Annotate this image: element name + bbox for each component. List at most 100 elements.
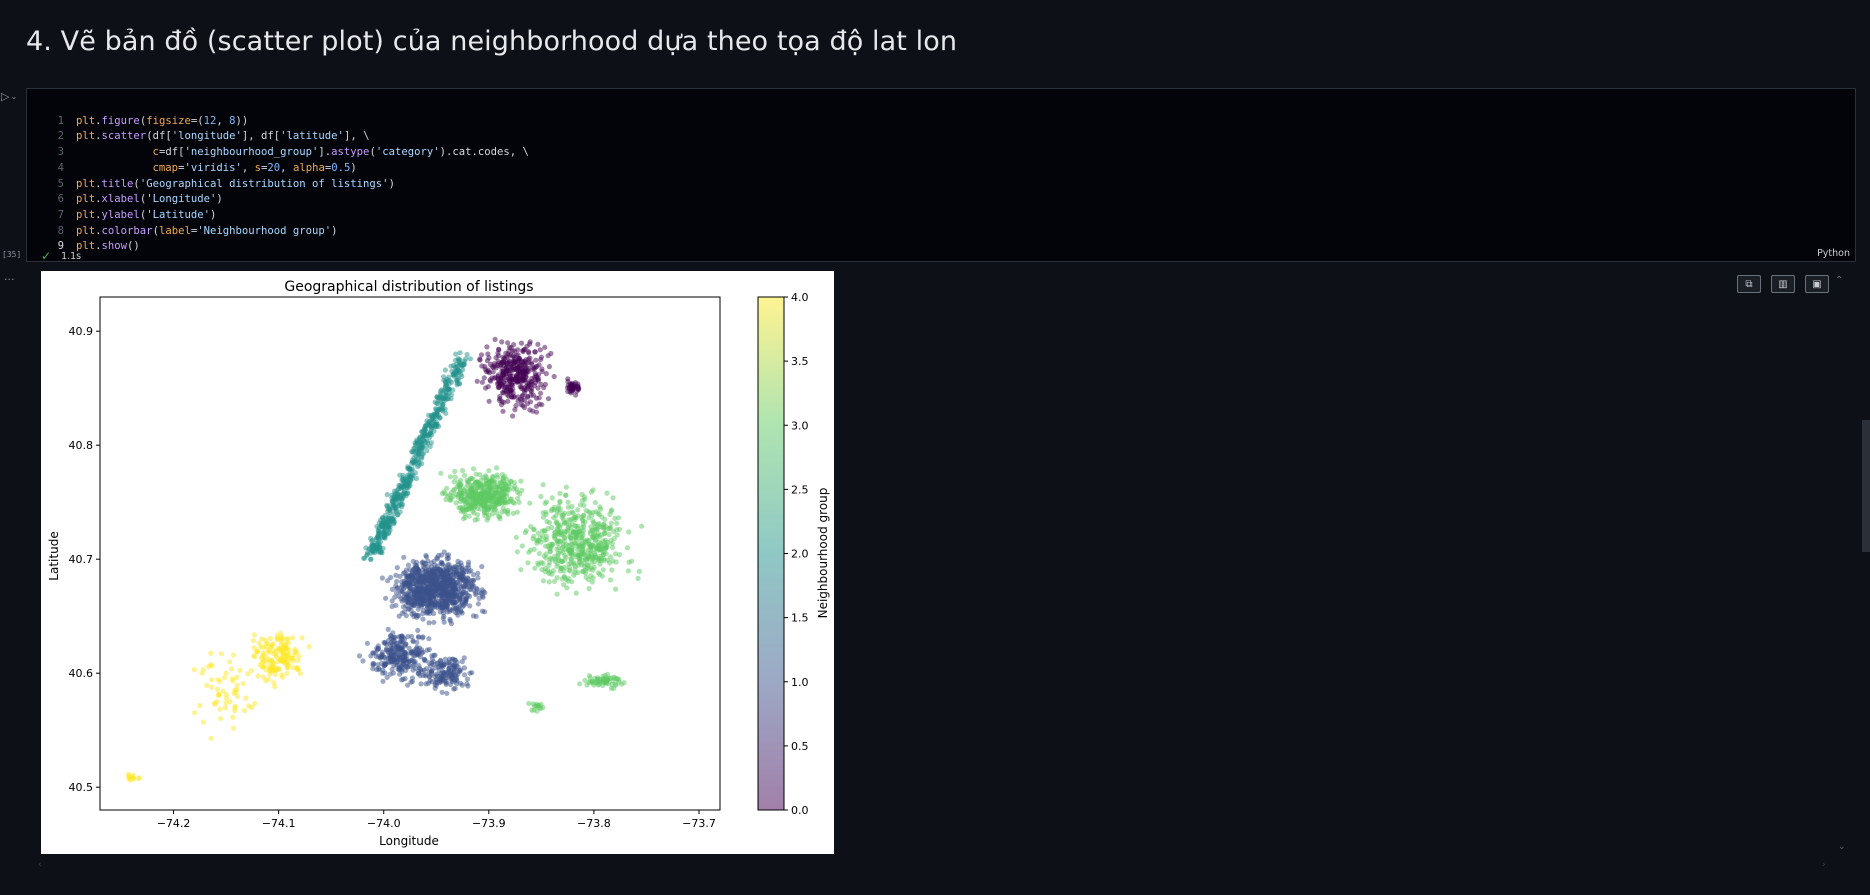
scatter-point [294,666,300,672]
output-more-button[interactable]: ... [4,270,15,283]
scatter-point [525,394,531,400]
scatter-point [543,371,549,377]
scatter-point [599,514,605,520]
scatter-point [595,510,601,516]
scatter-point [428,423,434,429]
code-cell[interactable]: 1 plt.figure(figsize=(12, 8)) 2 plt.scatter… [26,88,1856,263]
scatter-point [204,682,210,688]
run-cell-button[interactable]: ▷ ⌄ [1,89,23,103]
scatter-point [232,705,238,711]
save-output-button[interactable]: ▣ [1805,275,1829,293]
scatter-point [598,558,605,564]
scatter-point [474,512,481,518]
copy-output-button[interactable]: ⧉ [1737,275,1761,293]
vertical-scrollbar[interactable] [1862,420,1870,552]
scatter-point [435,660,441,667]
scatter-point [616,552,623,558]
scatter-point [496,346,502,352]
scatter-point [422,569,428,575]
scatter-point [461,498,467,504]
scatter-point [379,649,385,655]
scatter-point [532,565,538,571]
chevron-up-icon[interactable]: ⌃ [1835,275,1844,286]
chart-output-button[interactable]: ▥ [1771,275,1795,293]
scatter-point [506,353,513,359]
scatter-point [621,680,627,686]
scatter-point [271,680,277,686]
scatter-point [436,397,442,403]
scatter-point [419,429,425,435]
scatter-point [562,564,568,570]
x-tick-label: −74.2 [157,817,191,830]
scatter-point [215,677,221,683]
scatter-point [542,344,548,350]
scatter-point [575,383,581,389]
scatter-point [510,348,516,354]
scatter-point [447,591,453,597]
code-editor[interactable]: 1 plt.figure(figsize=(12, 8)) 2 plt.scatter… [27,98,529,286]
scatter-point [412,661,418,667]
scatter-point [566,567,572,573]
scatter-point [447,681,454,688]
scatter-point [577,681,583,687]
scroll-right-icon[interactable]: › [1822,860,1826,870]
scatter-point [394,578,400,585]
scroll-down-icon[interactable]: ⌄ [1838,842,1846,852]
scatter-point [443,386,449,392]
scatter-point [519,393,525,399]
scatter-point [387,659,393,666]
scroll-left-icon[interactable]: ‹ [38,860,42,870]
cell-language[interactable]: Python [1817,248,1850,259]
scatter-point [558,522,564,528]
scatter-point [392,634,398,640]
scatter-point [541,528,547,534]
scatter-point [248,668,254,674]
scatter-point [214,686,221,692]
scatter-point [511,342,517,348]
check-icon: ✓ [41,249,52,263]
scatter-point [447,474,453,480]
scatter-point [393,496,399,502]
scatter-point [396,647,402,653]
scatter-point [452,474,458,480]
scatter-point [461,472,468,478]
scatter-point [587,556,593,562]
scatter-point [451,486,457,492]
scatter-point [458,585,464,591]
scatter-point [447,579,453,585]
x-tick-label: −74.0 [367,817,401,830]
scatter-point [427,443,433,450]
colorbar-tick-label: 3.5 [791,355,809,368]
scatter-point [417,578,423,584]
scatter-point [457,592,463,598]
scatter-point [464,351,470,358]
scatter-point [414,612,421,618]
scatter-point [608,508,614,514]
scatter-point [395,666,401,672]
scatter-point [588,489,595,495]
scatter-point [513,403,519,409]
scatter-point [554,591,560,597]
scatter-point [259,636,265,642]
output-toolbar: ⧉ ▥ ▣ [1737,275,1829,293]
scatter-point [438,675,444,681]
scatter-point [480,483,486,489]
scatter-point [542,381,548,387]
scatter-point [595,676,601,682]
scatter-point [572,534,578,540]
scatter-point [436,567,442,573]
scatter-point [408,474,414,480]
scatter-point [448,566,454,572]
scatter-point [477,356,483,362]
scatter-point [493,502,499,508]
scatter-point [500,505,506,511]
scatter-point [416,586,422,592]
scatter-point [459,567,465,573]
scatter-point [394,659,400,666]
scatter-point [375,662,381,668]
scatter-point [572,516,578,523]
scatter-point [487,377,493,383]
scatter-point [525,560,531,566]
scatter-point [400,475,406,481]
scatter-point [221,675,228,681]
